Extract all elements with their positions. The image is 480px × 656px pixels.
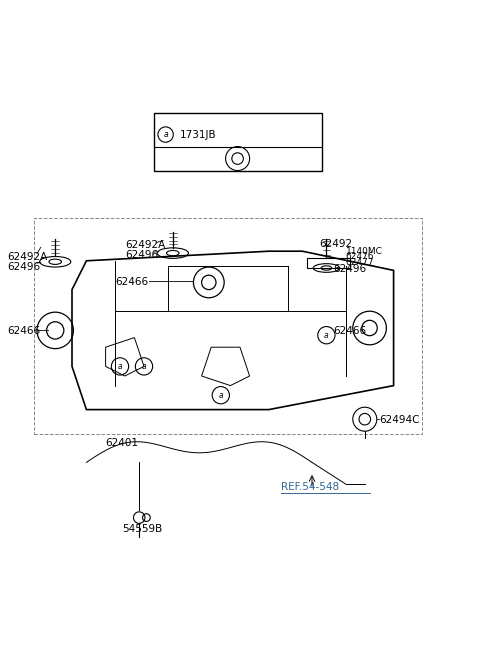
Text: 62494C: 62494C bbox=[379, 415, 420, 425]
Text: a: a bbox=[218, 391, 223, 400]
Text: 62492: 62492 bbox=[319, 239, 352, 249]
Text: 1731JB: 1731JB bbox=[180, 129, 216, 140]
Text: 1140MC: 1140MC bbox=[346, 247, 383, 256]
Text: 62496: 62496 bbox=[334, 264, 367, 274]
Text: a: a bbox=[118, 362, 122, 371]
Text: 62476: 62476 bbox=[346, 253, 374, 262]
Text: REF.54-548: REF.54-548 bbox=[281, 482, 339, 493]
Text: 62492A: 62492A bbox=[7, 253, 48, 262]
Text: a: a bbox=[324, 331, 329, 340]
Text: 62401: 62401 bbox=[106, 438, 139, 448]
Text: 62477: 62477 bbox=[346, 258, 374, 267]
Text: a: a bbox=[163, 130, 168, 139]
Text: 54559B: 54559B bbox=[122, 523, 163, 533]
Text: 62496: 62496 bbox=[125, 249, 158, 260]
Text: 62492A: 62492A bbox=[125, 240, 165, 250]
Text: 62496: 62496 bbox=[7, 262, 40, 272]
Text: 62466: 62466 bbox=[7, 326, 40, 336]
Text: 62466: 62466 bbox=[115, 277, 148, 287]
Text: 62466: 62466 bbox=[334, 326, 367, 336]
Text: a: a bbox=[142, 362, 146, 371]
